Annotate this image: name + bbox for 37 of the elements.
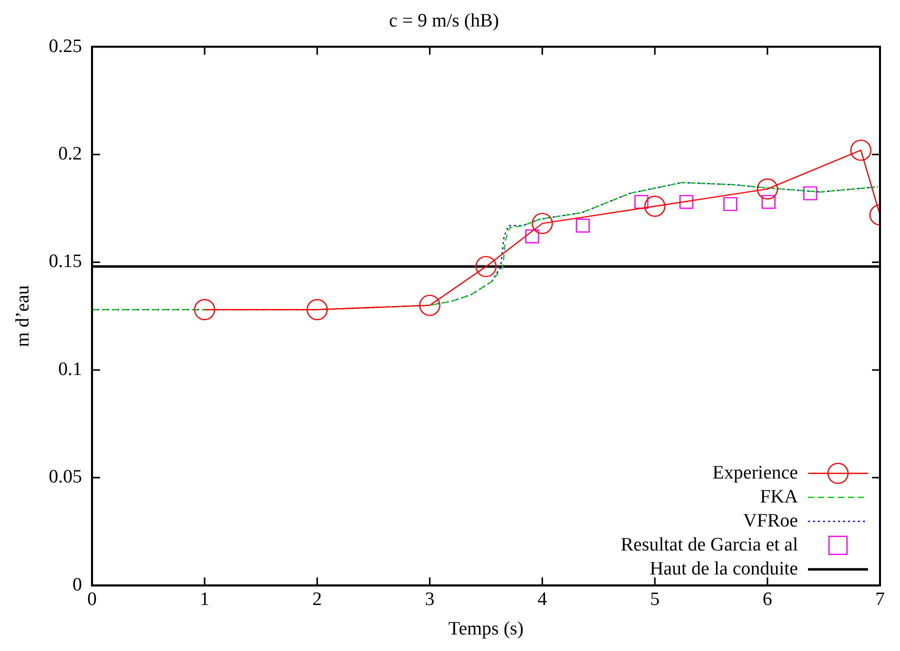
y-tick-label: 0: [72, 574, 82, 596]
x-tick-label: 4: [538, 588, 548, 610]
legend-label: Resultat de Garcia et al: [620, 534, 798, 556]
point: [756, 178, 778, 200]
point: [762, 194, 776, 209]
point: [850, 140, 872, 161]
x-tick-label: 6: [762, 588, 772, 610]
point: [723, 197, 738, 212]
y-tick-label: 0.05: [48, 466, 82, 488]
chart-title: c = 9 m/s (hB): [389, 10, 499, 32]
legend-label: Haut de la conduite: [650, 558, 798, 580]
y-tick-label: 0.15: [48, 251, 82, 272]
point: [306, 299, 328, 320]
point: [644, 196, 666, 217]
x-tick-label: 7: [875, 588, 885, 610]
x-tick-label: 0: [87, 588, 97, 610]
x-tick-label: 1: [200, 588, 210, 610]
point: [532, 212, 553, 234]
point: [634, 194, 648, 209]
point: [679, 194, 694, 209]
point: [576, 218, 590, 233]
y-tick-label: 0.2: [58, 144, 82, 165]
point: [194, 299, 216, 320]
x-tick-label: 3: [424, 588, 434, 610]
point: [475, 256, 497, 278]
legend-label: VFRoe: [743, 510, 798, 532]
x-tick-label: 5: [650, 588, 660, 610]
legend-label: Experience: [712, 462, 798, 484]
x-axis-title: Temps (s): [448, 618, 524, 640]
point: [525, 229, 540, 244]
y-tick-label: 0.1: [58, 358, 82, 380]
y-axis-title: m d’eau: [12, 284, 34, 347]
x-tick-label: 2: [312, 588, 322, 610]
point: [803, 186, 818, 200]
y-tick-label: 0.25: [48, 36, 82, 57]
point: [419, 294, 440, 316]
legend-label: FKA: [760, 486, 798, 508]
